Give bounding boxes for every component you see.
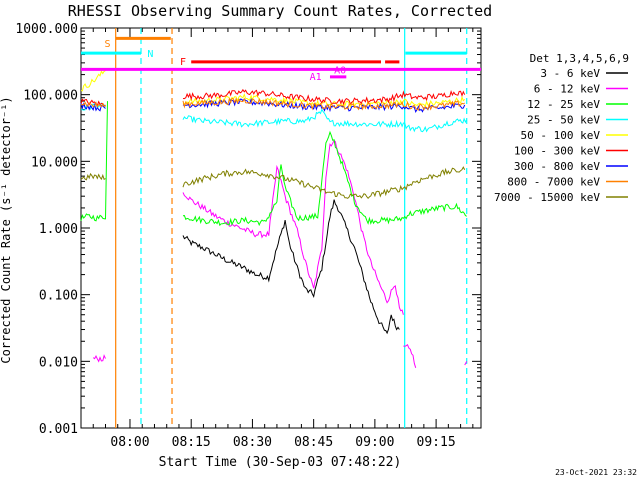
y-tick-label: 10.000 [31, 155, 78, 170]
legend-label: 50 - 100 keV [521, 129, 601, 142]
y-tick-label: 0.010 [39, 355, 78, 370]
series-line [182, 139, 404, 315]
series-line [80, 172, 106, 181]
legend-label: 100 - 300 keV [514, 145, 600, 158]
y-axis-label: Corrected Count Rate (s⁻¹ detector⁻¹) [0, 96, 13, 363]
series-line [92, 354, 106, 363]
y-tick-label: 100.000 [23, 89, 78, 104]
x-tick-label: 08:00 [110, 435, 149, 450]
series-line [182, 93, 466, 109]
x-tick-label: 08:45 [294, 435, 333, 450]
legend-label: 800 - 7000 keV [507, 176, 600, 189]
series-line [80, 101, 106, 108]
series-line [80, 102, 106, 112]
attribute-annotation: F [180, 57, 186, 68]
legend: Det 1,3,4,5,6,9 3 - 6 keV 6 - 12 keV 12 - … [494, 52, 629, 204]
series-line [403, 344, 417, 368]
x-axis-label: Start Time (30-Sep-03 07:48:22) [159, 455, 402, 470]
series-line [80, 70, 106, 92]
legend-label: 25 - 50 keV [527, 114, 600, 127]
attribute-annotation: A0 [334, 65, 346, 76]
x-tick-label: 08:30 [233, 435, 272, 450]
attribute-annotation: A1 [310, 72, 322, 83]
axis-ticks: 1000.000 100.000 10.000 1.000 0.100 0.010 0.00… [15, 22, 482, 450]
series-line [182, 108, 468, 133]
attribute-annotation: S [105, 39, 111, 50]
legend-label: 7000 - 15000 keV [494, 191, 600, 204]
chart-title: RHESSI Observing Summary Count Rates, Co… [68, 2, 492, 20]
series-line [182, 97, 465, 111]
y-tick-label: 0.001 [39, 422, 78, 437]
plot-area: S N F A0 A1 [80, 28, 481, 428]
legend-label: 300 - 800 keV [514, 160, 600, 173]
series-line [464, 361, 468, 366]
legend-label: 12 - 25 keV [527, 98, 600, 111]
series-line [80, 101, 108, 222]
y-tick-label: 1.000 [39, 222, 78, 237]
legend-title: Det 1,3,4,5,6,9 [530, 52, 629, 65]
series-line [182, 130, 467, 227]
legend-label: 6 - 12 keV [534, 83, 601, 96]
attribute-annotation: N [147, 49, 153, 60]
series-line [182, 97, 466, 114]
series-line [182, 199, 400, 335]
x-tick-label: 08:15 [172, 435, 211, 450]
y-tick-label: 1000.000 [15, 22, 78, 37]
series-line [80, 98, 106, 108]
series-line [182, 166, 466, 200]
footer-timestamp: 23-Oct-2021 23:32 [555, 468, 637, 477]
x-tick-label: 09:15 [417, 435, 456, 450]
series-line [182, 88, 466, 106]
x-tick-label: 09:00 [355, 435, 394, 450]
y-tick-label: 0.100 [39, 289, 78, 304]
legend-label: 3 - 6 keV [540, 67, 600, 80]
